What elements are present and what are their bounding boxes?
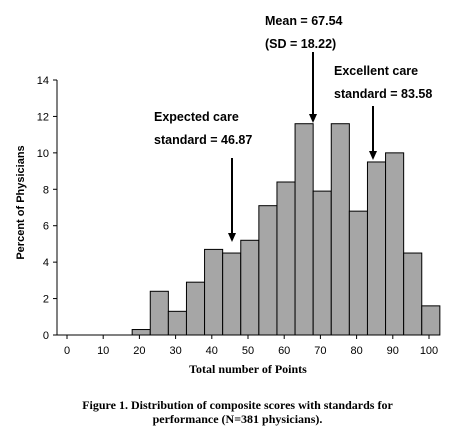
histogram-bar-2 — [149, 290, 169, 336]
x-tick-label-20: 20 — [133, 345, 145, 357]
histogram-bar-9 — [276, 181, 296, 336]
y-tick-label-2: 2 — [43, 294, 49, 306]
histogram-bar-11 — [312, 190, 332, 336]
histogram-bar-1 — [131, 329, 151, 336]
annotation-1-arrow-head — [228, 233, 236, 242]
x-tick-label-60: 60 — [278, 345, 290, 357]
x-tick-label-50: 50 — [242, 345, 254, 357]
annotation-2-arrow-head — [309, 114, 317, 123]
annotation-1-line-1: Expected care — [154, 110, 239, 124]
histogram-bar-15 — [385, 152, 405, 336]
y-tick-label-6: 6 — [43, 221, 49, 233]
histogram-bar-8 — [258, 205, 278, 336]
histogram-bar-10 — [294, 123, 314, 336]
x-tick-label-80: 80 — [350, 345, 362, 357]
annotations-group: Expected care standard = 46.87 Mean = 67.5… — [154, 14, 432, 242]
histogram-bar-12 — [330, 123, 350, 336]
x-tick-label-40: 40 — [206, 345, 218, 357]
y-tick-label-12: 12 — [37, 111, 49, 123]
y-tick-label-10: 10 — [37, 148, 49, 160]
caption-line-2: performance (N=381 physicians). — [152, 412, 323, 426]
histogram-bar-14 — [366, 161, 387, 336]
histogram-bar-13 — [348, 210, 368, 336]
x-tick-label-10: 10 — [97, 345, 109, 357]
y-tick-label-0: 0 — [43, 330, 49, 342]
x-tick-label-30: 30 — [169, 345, 181, 357]
annotation-1-line-2: standard = 46.87 — [154, 133, 252, 147]
annotation-2-line-1: Mean = 67.54 — [265, 14, 343, 28]
x-tick-label-0: 0 — [64, 345, 70, 357]
annotation-3-line-1: Excellent care — [334, 64, 418, 78]
caption-line-1: Figure 1. Distribution of composite scor… — [82, 398, 393, 412]
x-axis-label: Total number of Points — [189, 362, 307, 376]
axes-group — [56, 80, 437, 336]
annotation-2-line-2: (SD = 18.22) — [265, 37, 336, 51]
annotation-3-line-2: standard = 83.58 — [334, 87, 432, 101]
histogram-bar-6 — [222, 252, 242, 336]
y-tick-label-14: 14 — [37, 75, 49, 87]
annotation-3-arrow-head — [369, 151, 377, 160]
y-tick-label-8: 8 — [43, 184, 49, 196]
histogram-bar-5 — [204, 248, 224, 336]
y-axis-label: Percent of Physicians — [15, 145, 27, 259]
histogram-bar-4 — [185, 281, 206, 336]
histogram-bar-16 — [403, 252, 423, 336]
histogram-bar-7 — [240, 239, 260, 336]
histogram-bar-3 — [167, 310, 187, 336]
x-tick-label-90: 90 — [387, 345, 399, 357]
x-tick-label-70: 70 — [314, 345, 326, 357]
y-tick-label-4: 4 — [43, 257, 49, 269]
x-tick-label-100: 100 — [420, 345, 438, 357]
ticks-group: 0 10 20 30 40 50 60 70 80 90 100 0 2 4 6 8 10 12 14 — [37, 75, 438, 357]
histogram-chart: 0 10 20 30 40 50 60 70 80 90 100 0 2 4 6 8 10 12 14 Expect… — [15, 14, 441, 376]
histogram-bar-17 — [421, 305, 441, 336]
bars-group — [131, 123, 441, 336]
figure-caption: Figure 1. Distribution of composite scor… — [0, 398, 475, 426]
